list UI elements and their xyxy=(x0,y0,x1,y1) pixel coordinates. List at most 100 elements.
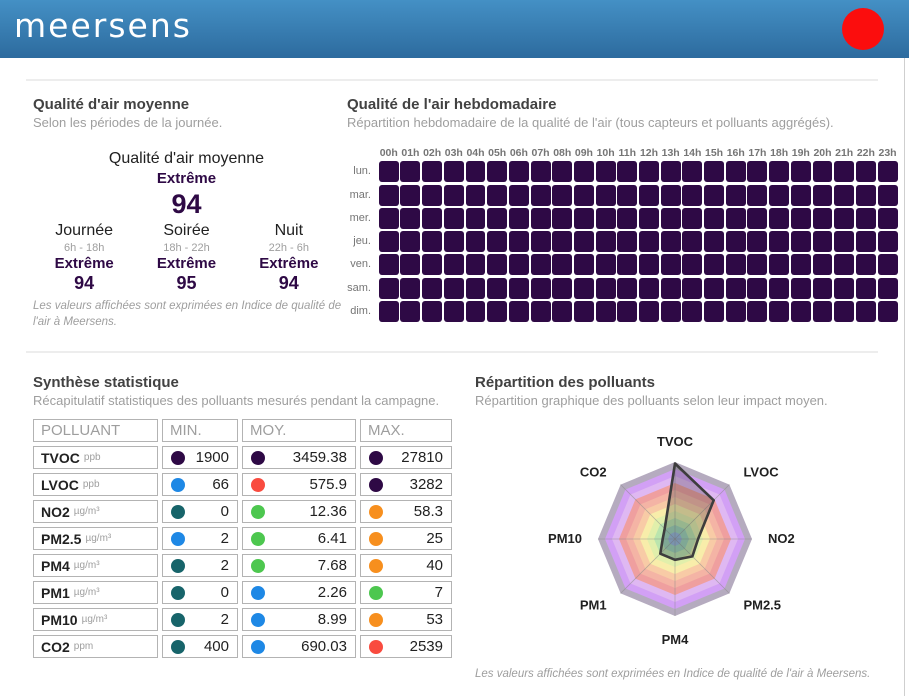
radar-axis-label: PM10 xyxy=(548,531,582,546)
heatmap-cell xyxy=(660,207,681,229)
level-dot-icon xyxy=(369,531,383,546)
heatmap-cell xyxy=(595,231,616,253)
stat-value: 400 xyxy=(203,638,229,655)
level-dot-icon xyxy=(171,531,185,546)
period-value: 94 xyxy=(278,273,299,293)
level-dot-icon xyxy=(369,504,383,519)
level-dot-icon xyxy=(369,639,383,654)
heatmap-cell xyxy=(639,231,659,253)
pollutant-unit: µg/m³ xyxy=(73,587,100,598)
heatmap-cell xyxy=(595,254,616,276)
pollutant-name-cell: LVOC ppb xyxy=(33,473,158,496)
day-label: mar. xyxy=(349,188,371,201)
overall-air-quality: Qualité d'air moyenne Extrême 94 xyxy=(33,150,340,220)
radar-axis-label: PM4 xyxy=(662,632,690,647)
period-hours: 18h - 22h xyxy=(163,242,210,254)
period-label: Nuit xyxy=(274,222,304,239)
heatmap-cell xyxy=(834,161,855,183)
heatmap-cell xyxy=(790,184,811,206)
heatmap-cell xyxy=(422,301,443,323)
heatmap-cell xyxy=(790,254,811,276)
radar-spoke xyxy=(674,538,730,594)
stat-value-cell: 2 xyxy=(162,554,238,577)
stat-value-cell: 12.36 xyxy=(242,500,356,523)
heatmap-cell xyxy=(725,161,746,183)
stat-value: 53 xyxy=(426,611,443,628)
heatmap-cell xyxy=(552,277,573,299)
table-header-cell: MIN. xyxy=(162,419,238,442)
heatmap-cell xyxy=(443,161,464,183)
radar-spoke xyxy=(674,484,730,540)
heatmap-cell xyxy=(378,231,399,253)
hour-label: 15h xyxy=(705,147,724,159)
level-dot-icon xyxy=(171,504,185,519)
hour-label: 09h xyxy=(574,147,593,159)
level-dot-icon xyxy=(369,612,383,627)
hour-label: 22h xyxy=(856,147,875,159)
heatmap-cell xyxy=(400,161,421,183)
radar-axis-label: PM1 xyxy=(580,597,607,612)
heatmap-cell xyxy=(704,277,724,299)
heatmap-cell xyxy=(422,161,443,183)
stat-value: 7.68 xyxy=(317,557,347,574)
heatmap-cell xyxy=(422,231,443,253)
stat-value-cell: 6.41 xyxy=(242,527,356,550)
heatmap-cell xyxy=(790,161,811,183)
app-header: meersens xyxy=(0,0,909,58)
level-dot-icon xyxy=(251,531,265,546)
heatmap-cell xyxy=(530,207,551,229)
heatmap-cell xyxy=(769,207,790,229)
average-footnote: Les valeurs affichées sont exprimées en … xyxy=(33,300,342,328)
heatmap-cell xyxy=(682,207,703,229)
heatmap-cell xyxy=(400,184,421,206)
heatmap-cell xyxy=(855,301,876,323)
hour-label: 21h xyxy=(835,147,854,159)
heatmap-cell xyxy=(747,254,768,276)
radar-footnote: Les valeurs affichées sont exprimées en … xyxy=(475,668,871,680)
stat-value-cell: 0 xyxy=(162,500,238,523)
period-level: Extrême xyxy=(156,255,217,272)
hour-label: 01h xyxy=(401,147,420,159)
heatmap-cell xyxy=(855,207,876,229)
radar-section-header: Répartition des polluants Répartition gr… xyxy=(475,374,905,408)
level-dot-icon xyxy=(251,612,265,627)
stat-value-cell: 66 xyxy=(162,473,238,496)
hour-label: 03h xyxy=(444,147,463,159)
period-block: Journée 6h - 18h Extrême 94 xyxy=(33,222,135,294)
heatmap-cell xyxy=(508,207,529,229)
period-block: Nuit 22h - 6h Extrême 94 xyxy=(238,222,340,294)
heatmap-cell xyxy=(682,161,703,183)
radar-section-subtitle: Répartition graphique des polluants selo… xyxy=(475,393,828,408)
level-dot-icon xyxy=(251,585,265,600)
day-label: dim. xyxy=(350,305,371,318)
heatmap-cell xyxy=(487,301,508,323)
heatmap-cell xyxy=(877,161,898,183)
level-dot-icon xyxy=(251,477,265,492)
hour-label: 17h xyxy=(748,147,767,159)
heatmap-cell xyxy=(639,161,659,183)
pollutant-unit: µg/m³ xyxy=(73,506,100,517)
heatmap-cell xyxy=(855,231,876,253)
heatmap-cell xyxy=(834,254,855,276)
heatmap-cell xyxy=(552,161,573,183)
heatmap-cell xyxy=(443,184,464,206)
stat-value: 40 xyxy=(426,557,443,574)
heatmap-cell xyxy=(812,207,833,229)
heatmap-cell xyxy=(552,207,573,229)
heatmap-cell xyxy=(530,254,551,276)
hour-label: 02h xyxy=(423,147,442,159)
weekly-section-title: Qualité de l'air hebdomadaire xyxy=(347,96,557,113)
heatmap-cell xyxy=(877,254,898,276)
pollutant-name-cell: PM10 µg/m³ xyxy=(33,608,158,631)
hour-label: 14h xyxy=(683,147,702,159)
heatmap-cell xyxy=(639,301,659,323)
stat-value: 12.36 xyxy=(309,503,347,520)
heatmap-cell xyxy=(877,277,898,299)
heatmap-cell xyxy=(617,301,638,323)
hour-label: 19h xyxy=(791,147,810,159)
heatmap-cell xyxy=(465,277,486,299)
pollutant-unit: ppm xyxy=(73,641,94,652)
stat-value-cell: 25 xyxy=(360,527,452,550)
heatmap-cell xyxy=(508,277,529,299)
heatmap-cell xyxy=(812,277,833,299)
